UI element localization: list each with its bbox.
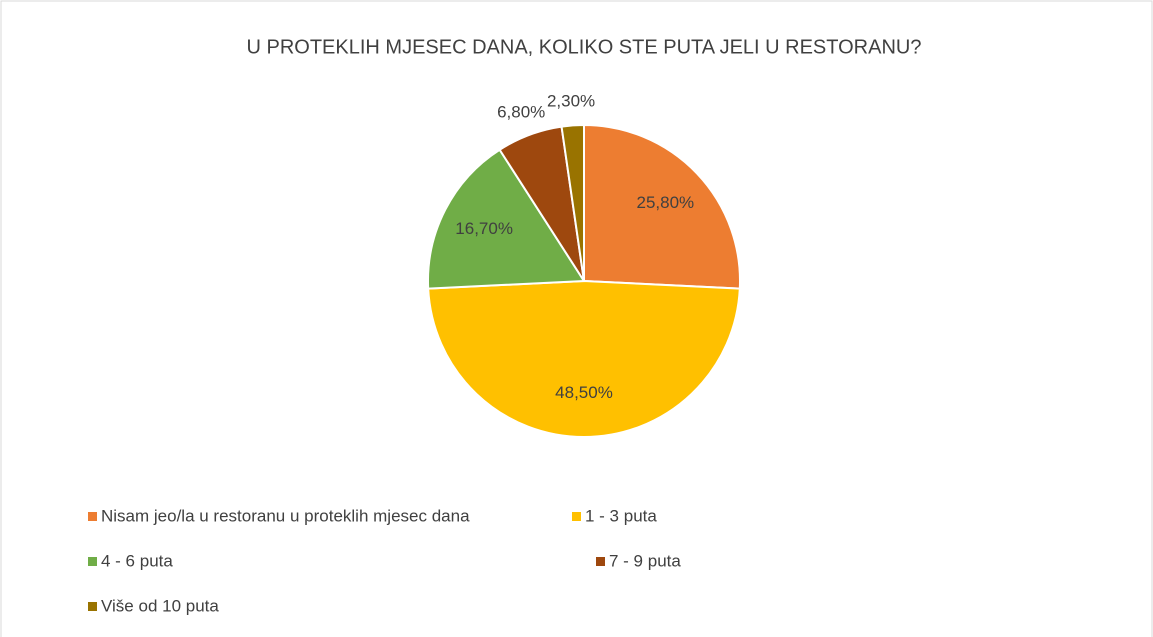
data-label: 6,80% [497,102,545,121]
chart-title: U PROTEKLIH MJESEC DANA, KOLIKO STE PUTA… [247,36,922,58]
legend-swatch [88,602,97,611]
legend-label: 1 - 3 puta [585,506,657,525]
legend-swatch [572,512,581,521]
pie-slice [427,279,741,438]
data-label: 2,30% [547,92,595,111]
legend-label: 7 - 9 puta [609,551,681,570]
data-label: 16,70% [455,219,513,238]
pie-slice [427,148,586,290]
data-label: 25,80% [636,193,694,212]
legend-label: Nisam jeo/la u restoranu u proteklih mje… [101,506,470,525]
legend-label: Više od 10 puta [101,596,219,615]
data-label: 48,50% [555,383,613,402]
pie-slice [560,123,585,282]
pie-slice [583,123,741,290]
legend-swatch [88,512,97,521]
legend-label: 4 - 6 puta [101,551,173,570]
legend-swatch [596,557,605,566]
legend-swatch [88,557,97,566]
